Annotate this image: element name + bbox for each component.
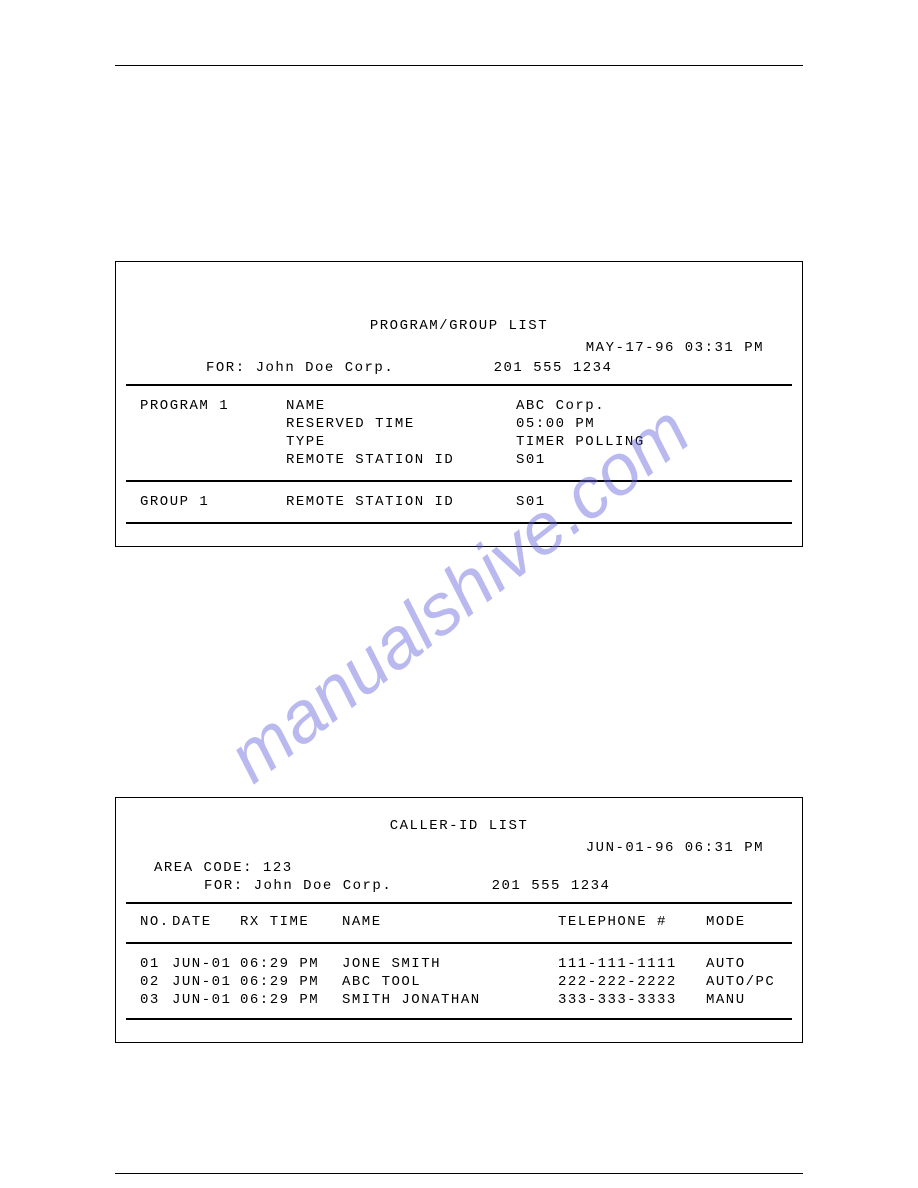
- header-no: NO.: [140, 914, 172, 930]
- program-group-report: PROGRAM/GROUP LIST MAY-17-96 03:31 PM FO…: [115, 261, 803, 547]
- for-label: FOR:: [206, 360, 246, 376]
- type-label: TYPE: [286, 434, 486, 450]
- header-date: DATE: [172, 914, 240, 930]
- program-field-values: ABC Corp. 05:00 PM TIMER POLLING S01: [516, 398, 792, 470]
- program-label: PROGRAM 1: [140, 398, 256, 470]
- divider: [126, 522, 792, 524]
- cell-no: 02: [140, 974, 172, 990]
- table-row: 01 JUN-01 06:29 PM JONE SMITH 111-111-11…: [126, 956, 792, 972]
- for-value: John Doe Corp.: [254, 878, 492, 894]
- cell-mode: MANU: [706, 992, 746, 1008]
- table-row: 03 JUN-01 06:29 PM SMITH JONATHAN 333-33…: [126, 992, 792, 1008]
- group-field-values: S01: [516, 494, 792, 512]
- area-code-line: AREA CODE: 123: [126, 860, 792, 876]
- cell-rxtime: 06:29 PM: [240, 956, 342, 972]
- cell-telephone: 222-222-2222: [558, 974, 706, 990]
- group-label: GROUP 1: [140, 494, 256, 512]
- report1-timestamp: MAY-17-96 03:31 PM: [126, 340, 792, 356]
- header-mode: MODE: [706, 914, 746, 930]
- header-name: NAME: [342, 914, 558, 930]
- reserved-time-label: RESERVED TIME: [286, 416, 486, 432]
- header-rxtime: RX TIME: [240, 914, 342, 930]
- cell-mode: AUTO: [706, 956, 746, 972]
- remote-station-id-value: S01: [516, 452, 792, 468]
- program-field-labels: NAME RESERVED TIME TYPE REMOTE STATION I…: [286, 398, 486, 470]
- table-header-row: NO. DATE RX TIME NAME TELEPHONE # MODE: [126, 904, 792, 942]
- bottom-rule: [115, 1173, 803, 1174]
- table-body: 01 JUN-01 06:29 PM JONE SMITH 111-111-11…: [126, 944, 792, 1018]
- cell-telephone: 333-333-3333: [558, 992, 706, 1008]
- for-value: John Doe Corp.: [256, 360, 494, 376]
- cell-name: ABC TOOL: [342, 974, 558, 990]
- report1-for-line: FOR: John Doe Corp. 201 555 1234: [126, 360, 792, 376]
- type-value: TIMER POLLING: [516, 434, 792, 450]
- cell-rxtime: 06:29 PM: [240, 992, 342, 1008]
- area-code-label: AREA CODE:: [154, 860, 253, 876]
- report2-title: CALLER-ID LIST: [126, 818, 792, 834]
- table-row: 02 JUN-01 06:29 PM ABC TOOL 222-222-2222…: [126, 974, 792, 990]
- reserved-time-value: 05:00 PM: [516, 416, 792, 432]
- cell-no: 01: [140, 956, 172, 972]
- cell-date: JUN-01: [172, 974, 240, 990]
- cell-name: JONE SMITH: [342, 956, 558, 972]
- program-section: PROGRAM 1 NAME RESERVED TIME TYPE REMOTE…: [126, 386, 792, 480]
- header-telephone: TELEPHONE #: [558, 914, 706, 930]
- group-section: GROUP 1 REMOTE STATION ID S01: [126, 482, 792, 522]
- top-rule: [115, 65, 803, 66]
- group-remote-station-id-value: S01: [516, 494, 792, 510]
- report2-timestamp: JUN-01-96 06:31 PM: [126, 840, 792, 856]
- for-phone: 201 555 1234: [494, 360, 613, 376]
- cell-date: JUN-01: [172, 956, 240, 972]
- cell-date: JUN-01: [172, 992, 240, 1008]
- for-label: FOR:: [204, 878, 244, 894]
- caller-id-report: CALLER-ID LIST JUN-01-96 06:31 PM AREA C…: [115, 797, 803, 1043]
- report2-for-line: FOR: John Doe Corp. 201 555 1234: [126, 878, 792, 894]
- for-phone: 201 555 1234: [492, 878, 611, 894]
- name-label: NAME: [286, 398, 486, 414]
- cell-name: SMITH JONATHAN: [342, 992, 558, 1008]
- cell-no: 03: [140, 992, 172, 1008]
- group-field-labels: REMOTE STATION ID: [286, 494, 486, 512]
- divider: [126, 1018, 792, 1020]
- group-remote-station-id-label: REMOTE STATION ID: [286, 494, 486, 510]
- cell-rxtime: 06:29 PM: [240, 974, 342, 990]
- remote-station-id-label: REMOTE STATION ID: [286, 452, 486, 468]
- area-code-value: 123: [263, 860, 293, 876]
- cell-telephone: 111-111-1111: [558, 956, 706, 972]
- report1-title: PROGRAM/GROUP LIST: [126, 318, 792, 334]
- name-value: ABC Corp.: [516, 398, 792, 414]
- cell-mode: AUTO/PC: [706, 974, 775, 990]
